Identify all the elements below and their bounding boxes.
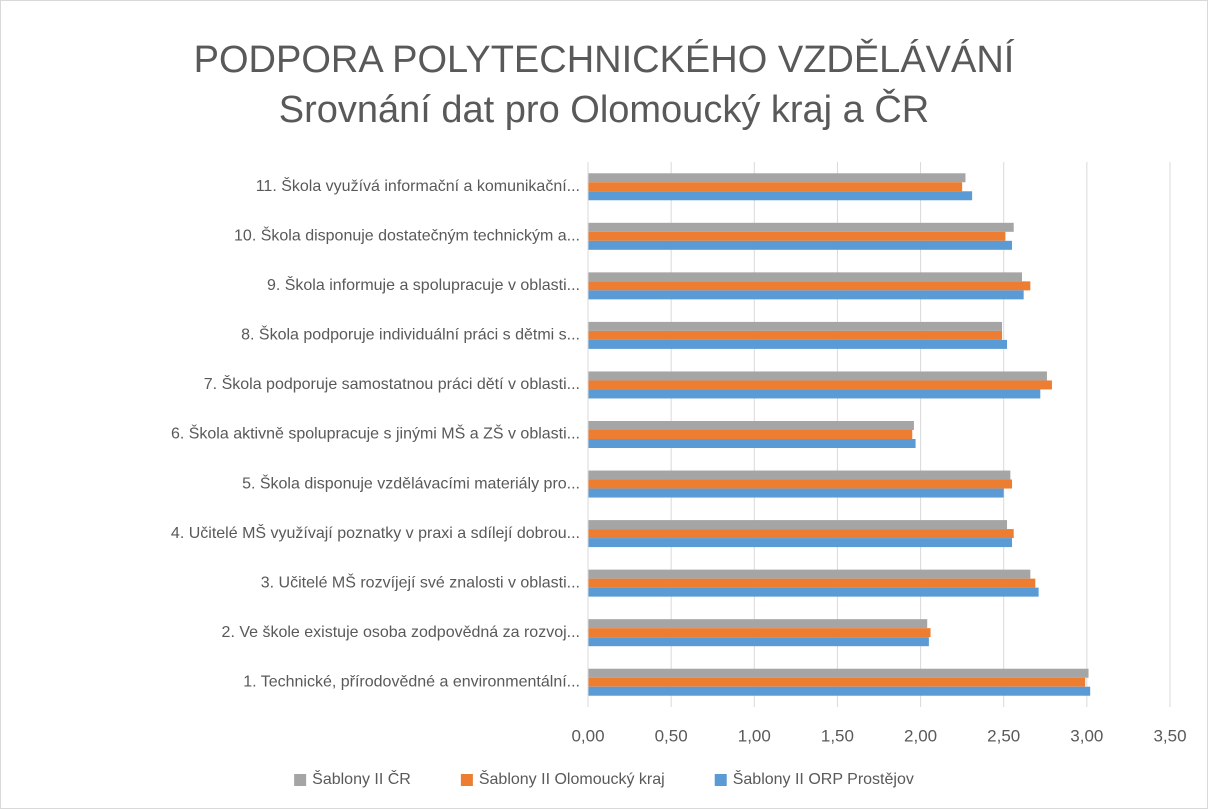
legend-label: Šablony II ČR (312, 769, 411, 788)
bar (588, 569, 1031, 579)
bar (588, 668, 1089, 678)
y-tick-label: 7. Škola podporuje samostatnou práci dět… (204, 374, 580, 393)
bar (588, 173, 966, 183)
bar (588, 222, 1014, 232)
bar (588, 321, 1003, 331)
y-tick-label: 3. Učitelé MŠ rozvíjejí své znalosti v o… (261, 572, 580, 591)
y-tick-label: 8. Škola podporuje individuální práci s … (241, 325, 580, 344)
x-tick-label: 0,50 (655, 726, 688, 745)
x-tick-label: 0,00 (571, 726, 604, 745)
legend-label: Šablony II ORP Prostějov (733, 769, 914, 788)
legend-swatch (714, 774, 727, 786)
chart-title: PODPORA POLYTECHNICKÉHO VZDĚLÁVÁNÍ (194, 38, 1015, 81)
y-tick-label: 11. Škola využívá informační a komunikač… (256, 176, 580, 195)
legend-swatch (294, 774, 307, 786)
bar (588, 628, 931, 638)
legend-label: Šablony II Olomoucký kraj (479, 769, 665, 788)
x-tick-label: 2,50 (987, 726, 1020, 745)
bar (588, 587, 1039, 597)
bar (588, 182, 963, 192)
x-tick-label: 1,50 (821, 726, 854, 745)
bar (588, 371, 1047, 381)
x-tick-label: 3,50 (1153, 726, 1186, 745)
bar (588, 479, 1013, 489)
bar (588, 339, 1008, 349)
bar (588, 637, 929, 647)
bar (588, 677, 1086, 687)
bar (588, 389, 1041, 399)
bar (588, 538, 1013, 548)
x-tick-label: 1,00 (738, 726, 771, 745)
y-tick-label: 4. Učitelé MŠ využívají poznatky v praxi… (171, 523, 580, 542)
bar (588, 240, 1013, 250)
bar (588, 578, 1036, 588)
bar (588, 686, 1091, 696)
bar (588, 470, 1011, 480)
legend-swatch (460, 774, 473, 786)
bar (588, 272, 1023, 282)
bar (588, 421, 914, 430)
bar (588, 439, 916, 448)
bar (588, 191, 973, 201)
bar (588, 488, 1004, 498)
y-tick-label: 6. Škola aktivně spolupracuje s jinými M… (171, 424, 580, 443)
bar (588, 330, 1003, 340)
bar (588, 380, 1052, 390)
y-tick-label: 10. Škola disponuje dostatečným technick… (234, 226, 580, 245)
x-tick-label: 2,00 (904, 726, 937, 745)
bar (588, 430, 913, 439)
bar (588, 290, 1024, 300)
bar (588, 281, 1031, 291)
bar (588, 520, 1008, 530)
y-tick-label: 1. Technické, přírodovědné a environment… (243, 673, 580, 690)
y-tick-label: 5. Škola disponuje vzdělávacími materiál… (242, 473, 580, 492)
chart-subtitle: Srovnání dat pro Olomoucký kraj a ČR (279, 87, 930, 131)
bar (588, 529, 1014, 539)
bar (588, 619, 928, 629)
bar (588, 231, 1006, 241)
x-tick-label: 3,00 (1070, 726, 1103, 745)
y-tick-label: 9. Škola informuje a spolupracuje v obla… (267, 275, 580, 294)
y-tick-label: 2. Ve škole existuje osoba zodpovědná za… (222, 624, 580, 641)
